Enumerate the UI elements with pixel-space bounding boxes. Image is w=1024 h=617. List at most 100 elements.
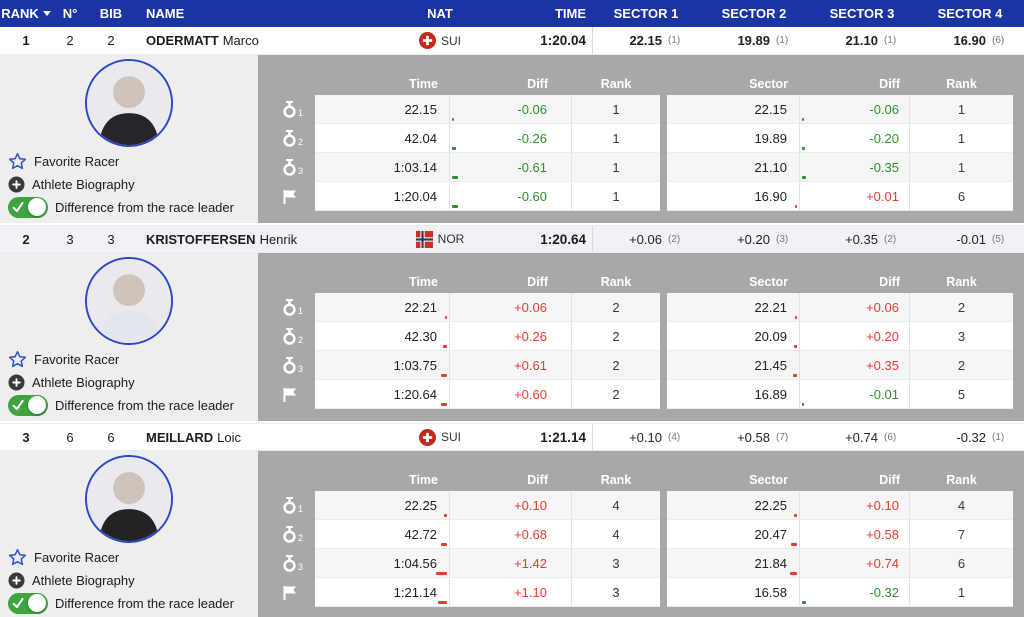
intermediate-1-icon: 1: [282, 95, 315, 124]
racer-last-name: KRISTOFFERSEN: [146, 231, 256, 247]
split-sector: 21.84: [667, 549, 800, 577]
col-header-rank[interactable]: RANK: [0, 0, 52, 27]
plus-circle-icon: [8, 175, 25, 193]
racer-list: 1 2 2 ODERMATT Marco: [0, 27, 1024, 617]
split-time: 22.21: [315, 293, 450, 321]
difference-toggle-row[interactable]: Difference from the race leader: [8, 592, 234, 614]
difference-toggle-row[interactable]: Difference from the race leader: [8, 394, 234, 416]
racer-summary-row[interactable]: 2 3 3 KRISTOFFERSEN Henrik: [0, 225, 1024, 253]
sector1-summary: +0.10 (4): [592, 424, 700, 450]
racer-bib: 3: [107, 231, 115, 247]
racer-summary-row[interactable]: 1 2 2 ODERMATT Marco: [0, 27, 1024, 55]
col-header-number: N°: [62, 6, 78, 21]
split-diff: -0.01: [800, 380, 910, 408]
split-rank: 4: [612, 526, 620, 542]
racer-last-name: MEILLARD: [146, 429, 214, 445]
difference-toggle-row[interactable]: Difference from the race leader: [8, 196, 234, 218]
split-rank: 4: [612, 497, 620, 513]
diff-bar-positive: [441, 403, 447, 406]
split-diff: +0.60: [450, 380, 572, 408]
racer-section: 3 6 6 MEILLARD Loic: [0, 423, 1024, 617]
diff-bar-negative: [802, 147, 805, 150]
star-icon: [8, 548, 27, 565]
split-row: 16.89 -0.01 5: [667, 380, 1013, 409]
difference-toggle[interactable]: [8, 592, 48, 614]
diff-bar-negative: [802, 176, 806, 179]
difference-toggle[interactable]: [8, 196, 48, 218]
split-rank: 2: [612, 299, 620, 315]
flag-nor-icon: [416, 231, 433, 248]
split-table-sectors: Sector Diff Rank 22.25 +0.10 4 20.47 +0.58 7 2…: [667, 469, 1013, 617]
diff-bar-positive: [795, 316, 797, 319]
split-diff: +0.68: [450, 520, 572, 548]
racer-nation: SUI: [384, 27, 496, 54]
nation-code: SUI: [440, 430, 461, 444]
split-diff: +0.20: [800, 322, 910, 350]
split-row: 22.25 +0.10 4: [315, 491, 660, 520]
racer-total-time: 1:20.04: [540, 33, 586, 48]
split-times-panel: 1 2 3 Time: [258, 451, 1024, 617]
racer-number: 2: [66, 33, 74, 48]
athlete-biography-button[interactable]: Athlete Biography: [8, 570, 234, 590]
racer-summary-row[interactable]: 3 6 6 MEILLARD Loic: [0, 423, 1024, 451]
split-time: 1:03.14: [315, 153, 450, 181]
racer-first-name: Loic: [217, 429, 242, 445]
racer-nation: SUI: [384, 424, 496, 450]
intermediate-2-icon: 2: [282, 322, 315, 351]
sector4-summary: -0.01 (5): [956, 231, 1005, 247]
split-time: 1:04.56: [315, 549, 450, 577]
col-header-bib: BIB: [99, 6, 123, 21]
athlete-photo: [85, 455, 173, 543]
split-sector: 19.89: [667, 124, 800, 152]
racer-bib: 2: [107, 33, 115, 48]
diff-bar-positive: [438, 601, 447, 604]
sector1-summary: +0.06 (2): [592, 226, 700, 252]
split-row: 1:20.04 -0.60 1: [315, 182, 660, 211]
split-row: 16.90 +0.01 6: [667, 182, 1013, 211]
diff-bar-positive: [793, 374, 797, 377]
split-diff: +0.06: [800, 293, 910, 321]
split-row: 42.72 +0.68 4: [315, 520, 660, 549]
split-diff: -0.60: [450, 182, 572, 210]
flag-sui-icon: [418, 32, 436, 49]
col-header-time: TIME: [554, 6, 586, 21]
difference-toggle[interactable]: [8, 394, 48, 416]
split-diff: -0.61: [450, 153, 572, 181]
star-icon: [8, 350, 27, 367]
split-diff: +0.35: [800, 351, 910, 379]
split-time: 1:20.64: [315, 380, 450, 408]
sector2-summary: +0.58 (7): [737, 429, 789, 445]
racer-rank: 1: [22, 33, 30, 48]
racer-detail: Favorite Racer Athlete Biography: [0, 55, 1024, 223]
athlete-biography-label: Athlete Biography: [32, 374, 135, 390]
athlete-biography-button[interactable]: Athlete Biography: [8, 174, 234, 194]
favorite-racer-button[interactable]: Favorite Racer: [8, 349, 234, 369]
split-icons-column: 1 2 3: [282, 73, 315, 223]
split-rank: 6: [957, 555, 966, 571]
split-rank: 7: [957, 526, 966, 542]
racer-section: 2 3 3 KRISTOFFERSEN Henrik: [0, 225, 1024, 421]
favorite-racer-button[interactable]: Favorite Racer: [8, 151, 234, 171]
split-time: 1:20.04: [315, 182, 450, 210]
diff-bar-positive: [795, 205, 797, 208]
star-icon: [8, 152, 27, 169]
plus-circle-icon: [8, 571, 25, 589]
split-times-panel: 1 2 3 Time: [258, 253, 1024, 421]
sectors-table-header: Sector Diff Rank: [749, 77, 977, 91]
nation-code: NOR: [437, 232, 465, 246]
split-row: 42.30 +0.26 2: [315, 322, 660, 351]
athlete-biography-button[interactable]: Athlete Biography: [8, 372, 234, 392]
split-diff: -0.32: [800, 578, 910, 606]
sector1-summary: 22.15 (1): [592, 27, 700, 54]
split-rank: 1: [612, 159, 620, 175]
favorite-racer-button[interactable]: Favorite Racer: [8, 547, 234, 567]
difference-toggle-label: Difference from the race leader: [55, 199, 234, 215]
split-rank: 1: [957, 101, 966, 117]
athlete-photo: [85, 257, 173, 345]
split-time: 22.15: [315, 95, 450, 123]
intermediate-2-icon: 2: [282, 124, 315, 153]
racer-first-name: Henrik: [259, 231, 298, 247]
split-sector: 20.47: [667, 520, 800, 548]
diff-bar-positive: [443, 345, 447, 348]
